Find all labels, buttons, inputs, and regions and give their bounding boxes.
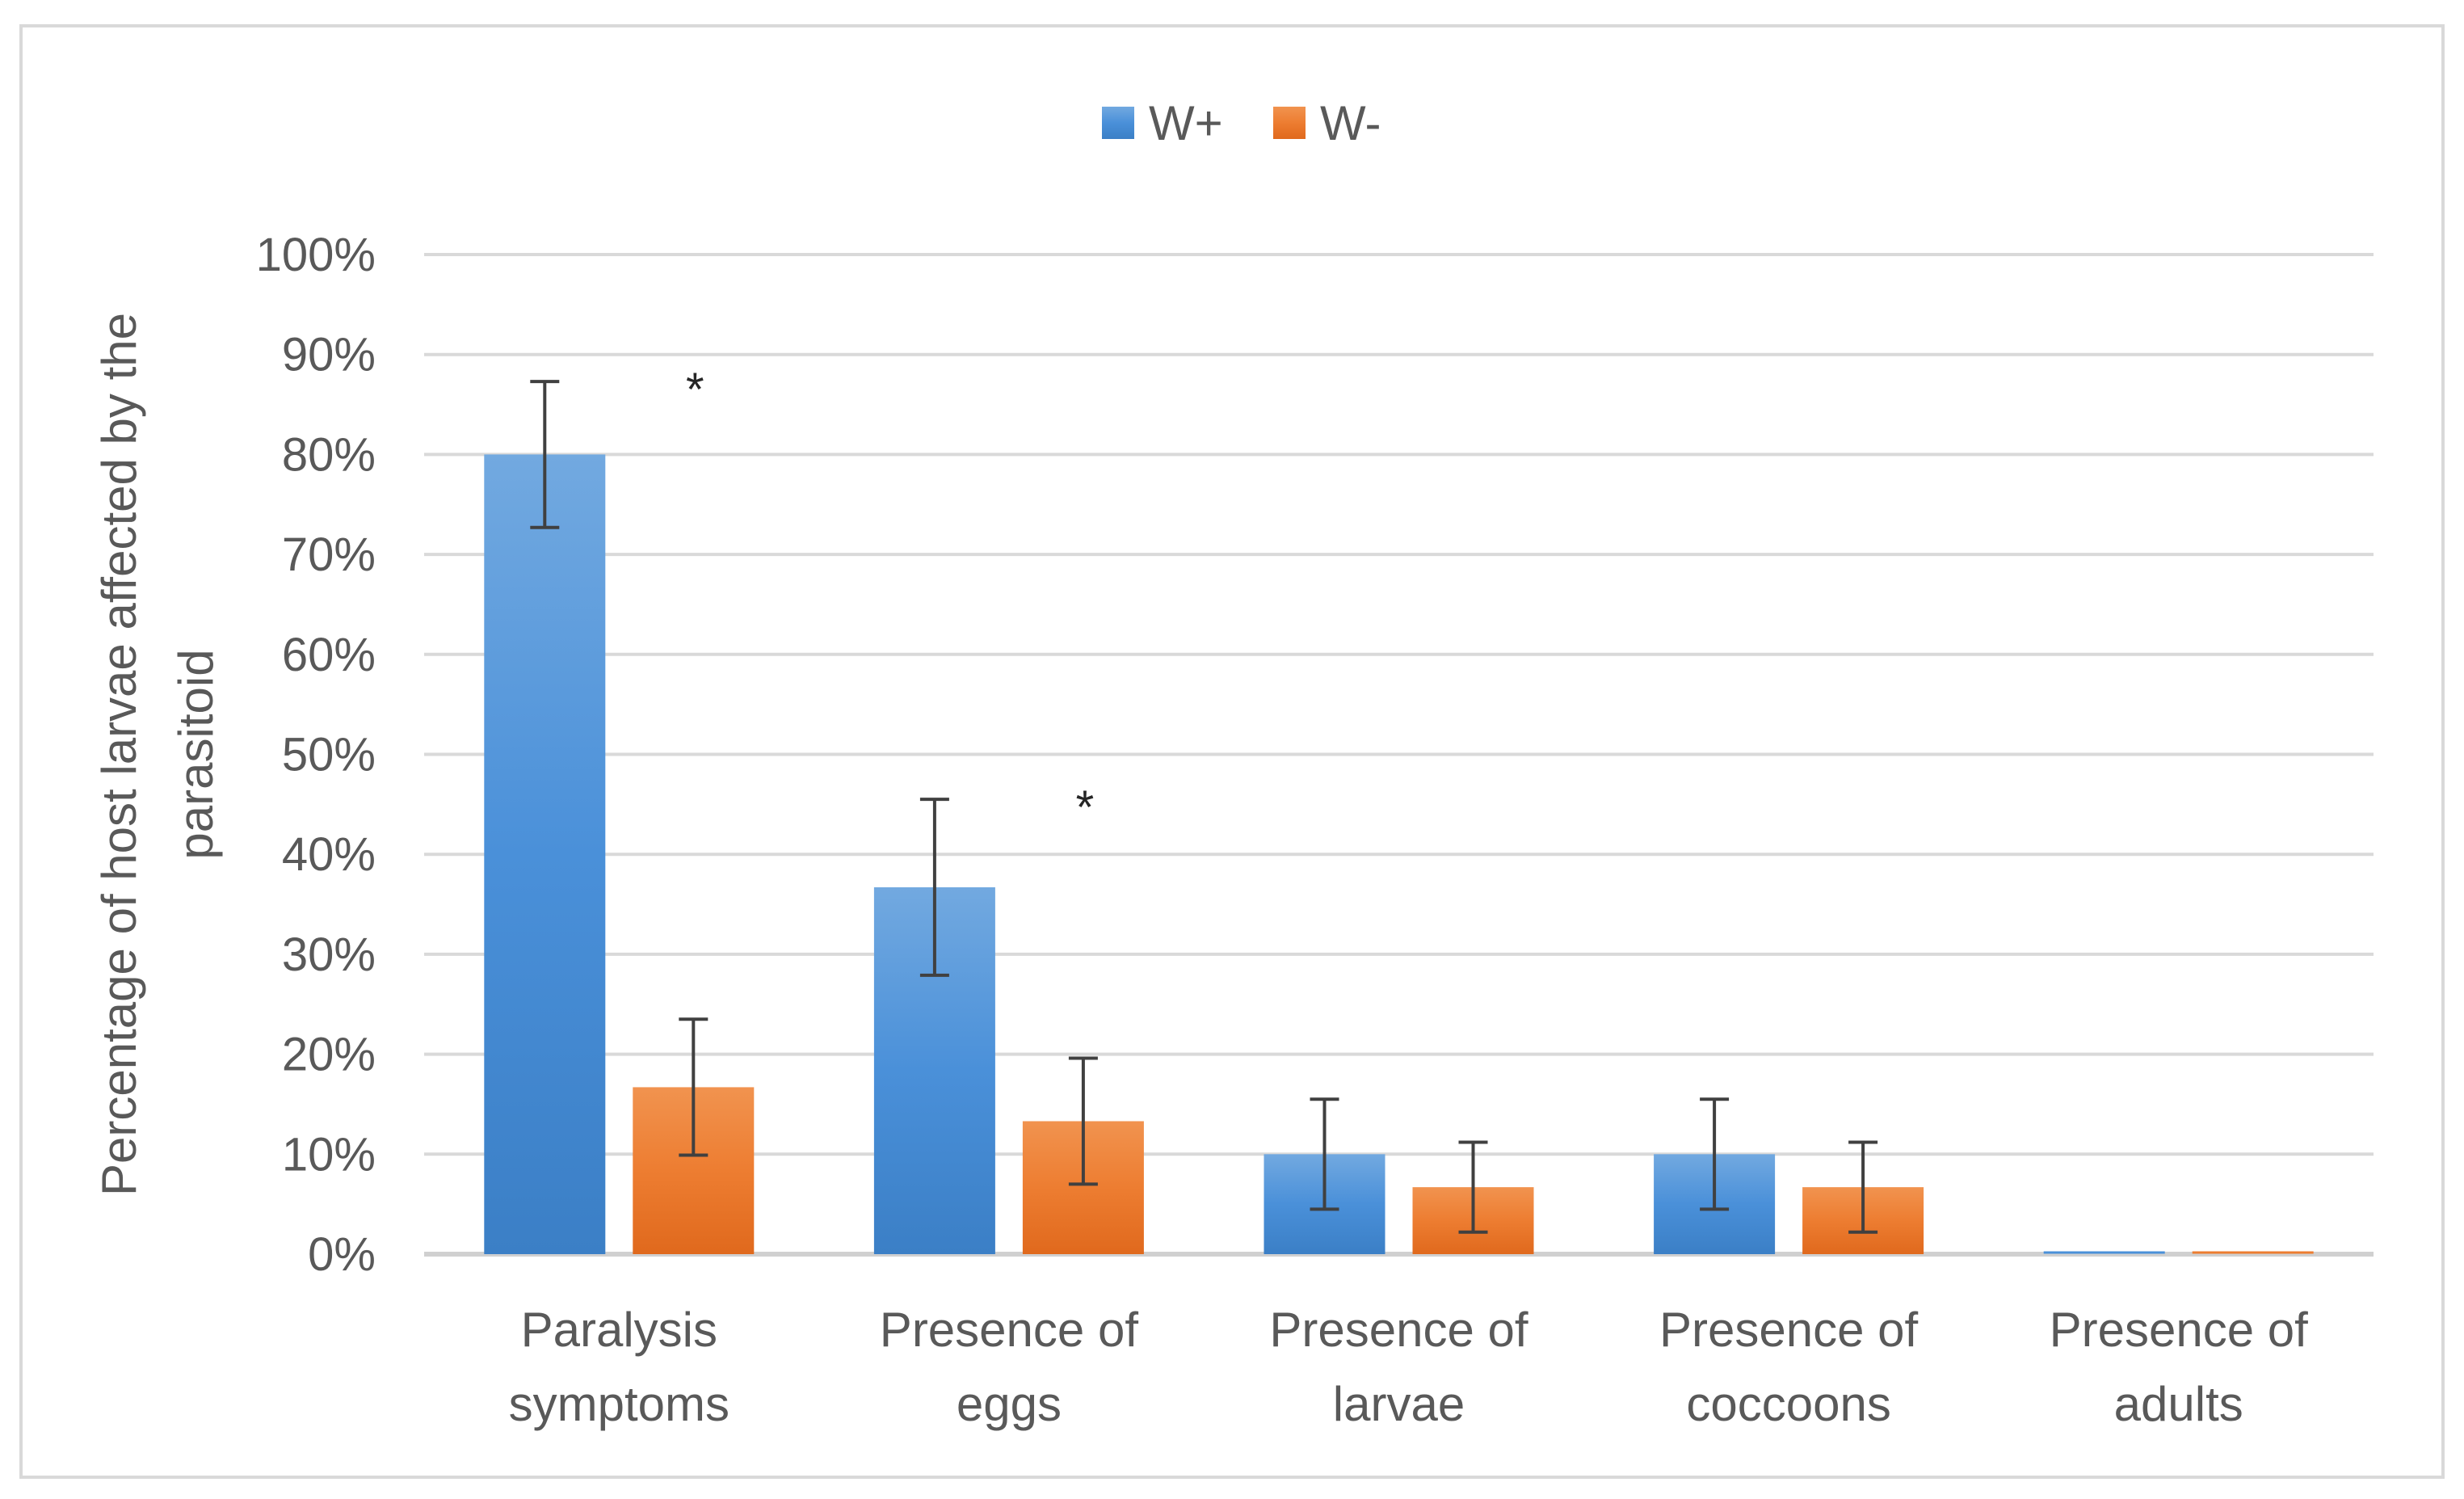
y-tick-label-0: 0% xyxy=(308,1228,376,1281)
y-axis-ticks: 0% 10% 20% 30% 40% 50% 60% 70% 80% 90% 100% xyxy=(256,229,376,1281)
y-tick-label-80: 80% xyxy=(282,428,376,481)
y-axis-title: Percentage of host larvae affected by th… xyxy=(92,313,223,1196)
x-category-label-1: Presence of eggs xyxy=(880,1303,1139,1431)
legend: W+ W- xyxy=(1102,96,1381,150)
error-bars xyxy=(530,380,1878,1234)
error-bar-W--1 xyxy=(1068,1056,1098,1186)
x-category-label-2: Presence of larvae xyxy=(1269,1303,1528,1431)
significance-mark-0: * xyxy=(686,364,704,416)
y-tick-label-20: 20% xyxy=(282,1029,376,1081)
y-axis-title-line-0: Percentage of host larvae affected by th… xyxy=(92,313,146,1196)
y-tick-label-90: 90% xyxy=(282,329,376,381)
bar-W+-0 xyxy=(484,454,606,1254)
legend-swatch-W+ xyxy=(1102,107,1134,139)
x-category-label-4: Presence of adults xyxy=(2050,1303,2309,1431)
legend-swatch-W- xyxy=(1273,107,1306,139)
y-tick-label-100: 100% xyxy=(256,229,376,281)
legend-label-W-: W- xyxy=(1320,96,1381,150)
bar-chart: 0%10%20%30%40%50%60%70%80%90%100% ** Par… xyxy=(92,96,2374,1431)
y-axis-title-line-1: parasitoid xyxy=(169,649,223,859)
x-axis-labels: Paralysis symptoms Presence of eggs Presence… xyxy=(509,1303,2309,1431)
legend-label-W+: W+ xyxy=(1149,96,1223,150)
chart-frame: 0% 10% 20% 30% 40% 50% 60% 70% 80% 90% 100% * * Par… xyxy=(19,24,2445,1479)
y-tick-label-70: 70% xyxy=(282,528,376,581)
error-bar-W+-2 xyxy=(1310,1097,1339,1211)
y-tick-label-40: 40% xyxy=(282,828,376,881)
legend-item-W+: W+ xyxy=(1102,96,1223,150)
error-bar-W--2 xyxy=(1458,1140,1488,1234)
legend-item-W-: W- xyxy=(1273,96,1381,150)
x-category-label-3: Presence of coccoons xyxy=(1659,1303,1919,1431)
x-category-label-0: Paralysis symptoms xyxy=(509,1303,730,1431)
y-tick-label-10: 10% xyxy=(282,1128,376,1181)
y-tick-label-50: 50% xyxy=(282,729,376,781)
error-bar-W+-0 xyxy=(530,380,560,529)
error-bar-W--0 xyxy=(679,1017,709,1157)
error-bar-W+-1 xyxy=(919,798,949,977)
y-tick-label-30: 30% xyxy=(282,928,376,981)
y-tick-label-60: 60% xyxy=(282,629,376,681)
significance-mark-1: * xyxy=(1076,781,1095,834)
significance-annotations: ** xyxy=(686,364,1094,834)
error-bar-W--3 xyxy=(1848,1140,1878,1234)
error-bar-W+-3 xyxy=(1700,1097,1730,1211)
